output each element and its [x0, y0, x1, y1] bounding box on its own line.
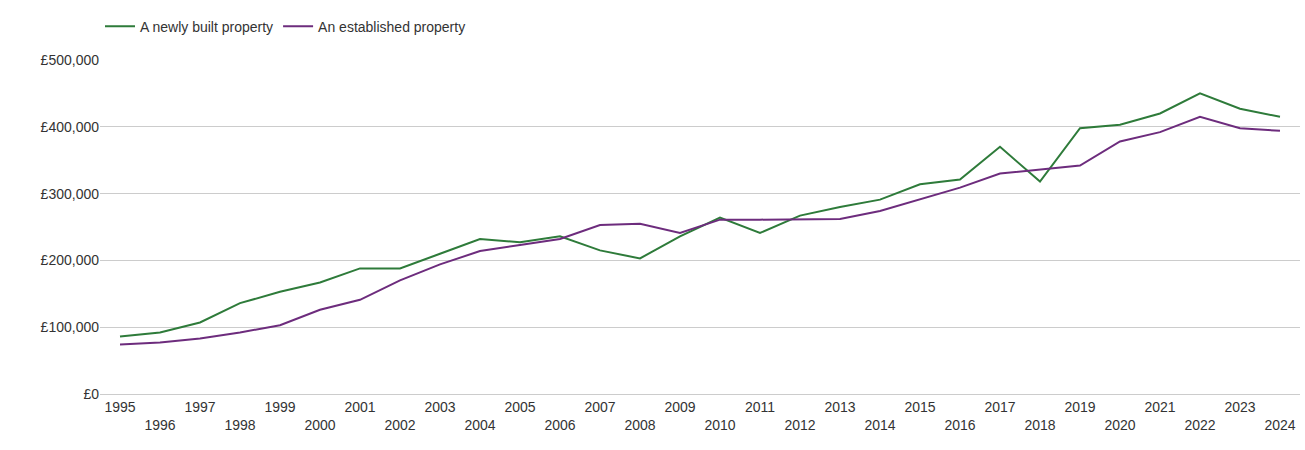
svg-text:2005: 2005 — [504, 399, 535, 415]
svg-text:2004: 2004 — [464, 417, 495, 433]
svg-text:2020: 2020 — [1104, 417, 1135, 433]
svg-text:2021: 2021 — [1144, 399, 1175, 415]
svg-text:1995: 1995 — [104, 399, 135, 415]
svg-text:2024: 2024 — [1264, 417, 1295, 433]
svg-text:2019: 2019 — [1064, 399, 1095, 415]
svg-text:1997: 1997 — [184, 399, 215, 415]
svg-text:2007: 2007 — [584, 399, 615, 415]
svg-text:2013: 2013 — [824, 399, 855, 415]
svg-text:2006: 2006 — [544, 417, 575, 433]
svg-text:1996: 1996 — [144, 417, 175, 433]
svg-text:£300,000: £300,000 — [41, 186, 100, 202]
svg-text:A newly built property: A newly built property — [140, 19, 273, 35]
svg-text:2022: 2022 — [1184, 417, 1215, 433]
svg-text:2015: 2015 — [904, 399, 935, 415]
svg-text:£400,000: £400,000 — [41, 119, 100, 135]
svg-text:£0: £0 — [83, 386, 99, 402]
svg-text:£500,000: £500,000 — [41, 52, 100, 68]
svg-text:An established property: An established property — [318, 19, 465, 35]
svg-text:2016: 2016 — [944, 417, 975, 433]
svg-text:2014: 2014 — [864, 417, 895, 433]
svg-text:2000: 2000 — [304, 417, 335, 433]
svg-text:2023: 2023 — [1224, 399, 1255, 415]
svg-text:2002: 2002 — [384, 417, 415, 433]
svg-text:2017: 2017 — [984, 399, 1015, 415]
svg-text:£100,000: £100,000 — [41, 319, 100, 335]
svg-text:£200,000: £200,000 — [41, 252, 100, 268]
svg-text:2001: 2001 — [344, 399, 375, 415]
svg-text:2018: 2018 — [1024, 417, 1055, 433]
svg-text:1999: 1999 — [264, 399, 295, 415]
svg-text:2003: 2003 — [424, 399, 455, 415]
svg-text:2012: 2012 — [784, 417, 815, 433]
svg-text:2009: 2009 — [664, 399, 695, 415]
svg-text:1998: 1998 — [224, 417, 255, 433]
svg-text:2008: 2008 — [624, 417, 655, 433]
svg-text:2010: 2010 — [704, 417, 735, 433]
svg-text:2011: 2011 — [745, 399, 775, 415]
